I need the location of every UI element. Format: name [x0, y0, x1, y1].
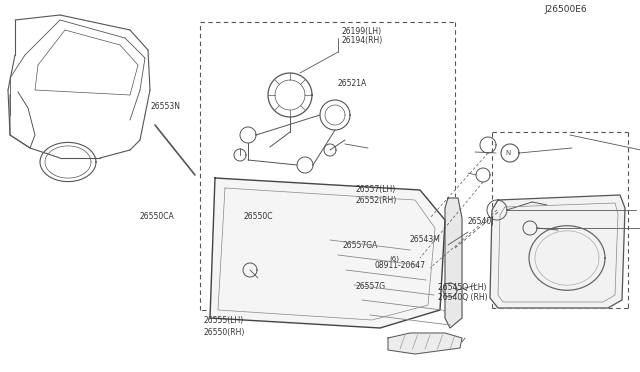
Text: 26553N: 26553N [150, 102, 180, 110]
Text: 26552(RH): 26552(RH) [355, 196, 396, 205]
Text: 26557G: 26557G [355, 282, 385, 291]
Text: 26550CA: 26550CA [140, 212, 174, 221]
Text: 26550(RH): 26550(RH) [204, 328, 245, 337]
Text: 26540Q (RH): 26540Q (RH) [438, 293, 488, 302]
Polygon shape [210, 178, 445, 328]
Polygon shape [445, 198, 462, 328]
Polygon shape [388, 333, 462, 354]
Text: 26521A: 26521A [337, 79, 367, 88]
Text: 26545Q (LH): 26545Q (LH) [438, 283, 487, 292]
Text: 26550C: 26550C [243, 212, 273, 221]
Text: 26194(RH): 26194(RH) [341, 36, 382, 45]
Text: 26557GA: 26557GA [342, 241, 378, 250]
Text: 26555(LH): 26555(LH) [204, 316, 244, 325]
Text: 26540J: 26540J [467, 217, 493, 226]
Text: 26557(LH): 26557(LH) [355, 185, 396, 194]
Text: 26543M: 26543M [410, 235, 440, 244]
Text: 08911-20647: 08911-20647 [374, 262, 426, 270]
Text: N: N [506, 150, 511, 156]
Text: (6): (6) [389, 255, 399, 262]
Text: 26199(LH): 26199(LH) [341, 27, 381, 36]
Polygon shape [490, 195, 625, 308]
Text: J26500E6: J26500E6 [544, 5, 587, 14]
